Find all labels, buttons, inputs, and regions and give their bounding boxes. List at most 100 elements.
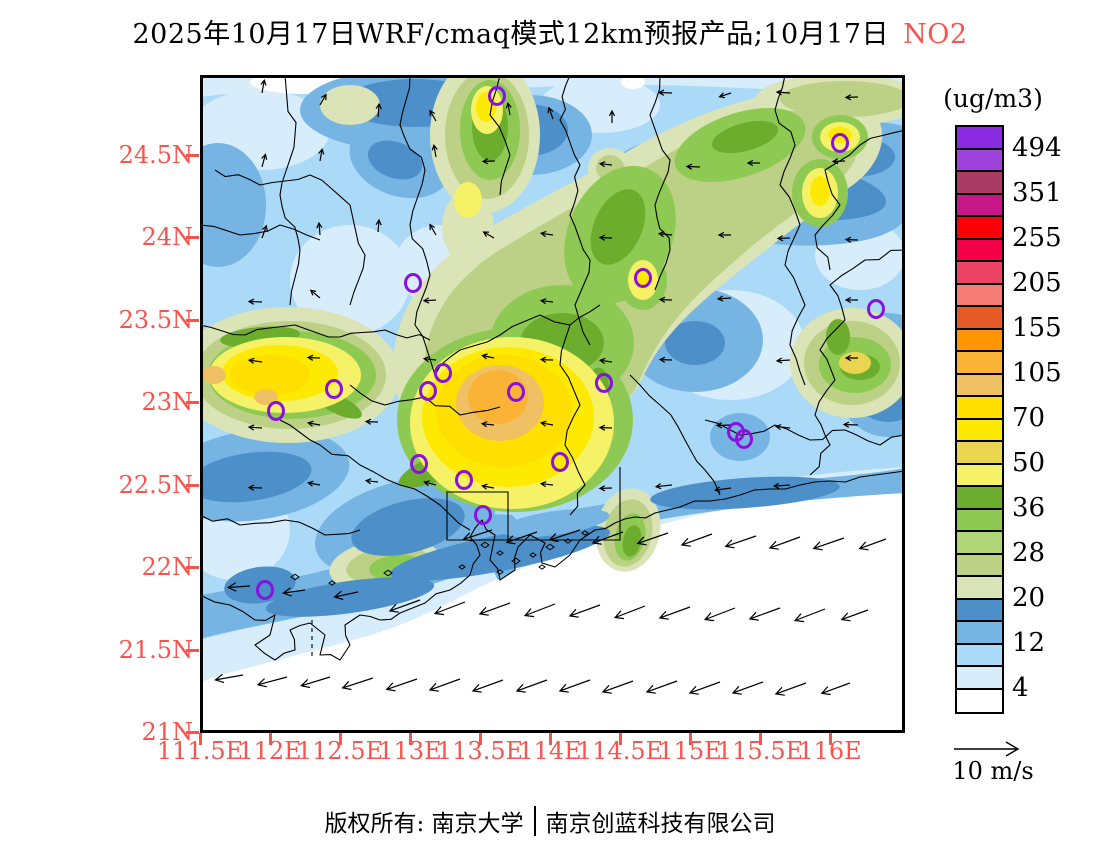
wind-arrow bbox=[281, 587, 306, 597]
wind-arrow bbox=[746, 159, 760, 167]
wind-arrow bbox=[306, 354, 321, 361]
wind-arrow bbox=[433, 601, 466, 616]
wind-arrow bbox=[428, 678, 461, 692]
county-border bbox=[629, 374, 721, 496]
wind-arrow bbox=[775, 89, 791, 96]
wind-arrow bbox=[715, 422, 732, 429]
colorbar bbox=[955, 125, 1004, 714]
lat-tick-label: 24N bbox=[141, 223, 193, 251]
city-marker bbox=[267, 401, 285, 421]
city-marker bbox=[419, 381, 437, 401]
lat-tick-mark bbox=[186, 319, 199, 322]
wind-arrow bbox=[598, 357, 613, 365]
colorbar-segment bbox=[957, 622, 1002, 645]
wind-arrow bbox=[591, 531, 624, 545]
county-border bbox=[434, 304, 601, 376]
county-border bbox=[199, 514, 361, 536]
island-outline bbox=[545, 543, 555, 551]
island-outline bbox=[383, 569, 393, 577]
wind-arrow bbox=[768, 536, 801, 550]
colorbar-segment bbox=[957, 599, 1002, 622]
wind-arrow bbox=[844, 296, 858, 304]
city-marker bbox=[410, 454, 428, 474]
contour-region bbox=[265, 577, 435, 617]
map-area bbox=[160, 57, 943, 733]
wind-arrow bbox=[842, 421, 859, 428]
wind-arrow bbox=[515, 679, 548, 693]
colorbar-segment bbox=[957, 532, 1002, 555]
wind-arrow bbox=[385, 678, 418, 692]
contour-region bbox=[500, 508, 610, 538]
wind-arrow bbox=[793, 608, 826, 623]
county-border bbox=[399, 74, 436, 376]
wind-arrow bbox=[388, 599, 421, 613]
wind-arrow bbox=[247, 484, 263, 491]
colorbar-segment bbox=[957, 172, 1002, 195]
wind-arrow bbox=[713, 486, 732, 493]
wind-arrow bbox=[716, 295, 732, 302]
wind-arrow bbox=[364, 418, 379, 425]
reference-arrow-glyph bbox=[954, 741, 1020, 757]
city-marker bbox=[595, 373, 613, 393]
contour-region bbox=[254, 389, 278, 405]
colorbar-segment bbox=[957, 509, 1002, 532]
city-marker bbox=[488, 86, 506, 106]
wind-arrow bbox=[645, 680, 678, 694]
contour-region bbox=[202, 366, 226, 384]
title-text: 2025年10月17日WRF/cmaq模式12km预报产品;10月17日 bbox=[132, 19, 890, 50]
wind-arrow bbox=[724, 535, 757, 549]
wind-arrow bbox=[260, 78, 267, 94]
copyright-footer: 版权所有: 南京大学 南京创蓝科技有限公司 bbox=[0, 804, 1100, 838]
wind-reference-arrow bbox=[954, 741, 1020, 757]
wind-arrow bbox=[775, 357, 791, 364]
colorbar-segment bbox=[957, 487, 1002, 510]
wind-arrow bbox=[309, 289, 321, 299]
wind-arrow bbox=[598, 161, 613, 168]
lon-tick-mark bbox=[619, 733, 622, 745]
wind-arrow bbox=[831, 158, 846, 165]
wind-arrow bbox=[608, 109, 616, 123]
wind-arrow bbox=[247, 357, 263, 364]
lon-tick-mark bbox=[339, 733, 342, 745]
city-marker bbox=[634, 268, 652, 288]
wind-arrow bbox=[703, 607, 736, 622]
colorbar-segment bbox=[957, 194, 1002, 217]
wind-arrow bbox=[423, 480, 437, 487]
wind-arrow bbox=[718, 92, 732, 99]
county-border bbox=[559, 74, 591, 346]
lon-tick-mark bbox=[199, 733, 202, 745]
wind-arrow bbox=[505, 531, 538, 545]
lon-tick-mark bbox=[759, 733, 762, 745]
colorbar-segment bbox=[957, 217, 1002, 240]
colorbar-segment bbox=[957, 307, 1002, 330]
island-outline bbox=[564, 538, 572, 544]
wind-arrow bbox=[598, 234, 613, 241]
colorbar-value-label: 205 bbox=[1012, 267, 1062, 298]
wind-arrow bbox=[774, 682, 807, 696]
contour-region bbox=[367, 140, 423, 180]
wind-arrow bbox=[422, 297, 437, 304]
wind-arrow bbox=[247, 298, 263, 305]
city-marker bbox=[434, 363, 452, 383]
copyright-right: 南京创蓝科技有限公司 bbox=[545, 811, 776, 837]
wind-arrow bbox=[482, 231, 495, 239]
city-marker bbox=[831, 133, 849, 153]
lat-tick-label: 22N bbox=[141, 553, 193, 581]
colorbar-value-label: 105 bbox=[1012, 357, 1062, 388]
county-border bbox=[214, 169, 366, 306]
lat-tick-mark bbox=[186, 154, 199, 157]
wind-arrow bbox=[256, 676, 288, 688]
wind-arrow bbox=[539, 356, 554, 363]
wind-arrow bbox=[480, 421, 495, 428]
wind-arrow bbox=[523, 603, 556, 618]
colorbar-value-label: 4 bbox=[1012, 672, 1029, 703]
lat-tick-label: 24.5N bbox=[118, 141, 193, 169]
species-label: NO2 bbox=[903, 19, 968, 50]
wind-arrow bbox=[658, 296, 673, 303]
wind-arrow bbox=[548, 529, 581, 543]
wind-arrow bbox=[375, 102, 382, 118]
colorbar-segment bbox=[957, 329, 1002, 352]
city-marker bbox=[735, 429, 753, 449]
city-marker bbox=[474, 505, 492, 525]
wind-arrow bbox=[657, 231, 673, 238]
